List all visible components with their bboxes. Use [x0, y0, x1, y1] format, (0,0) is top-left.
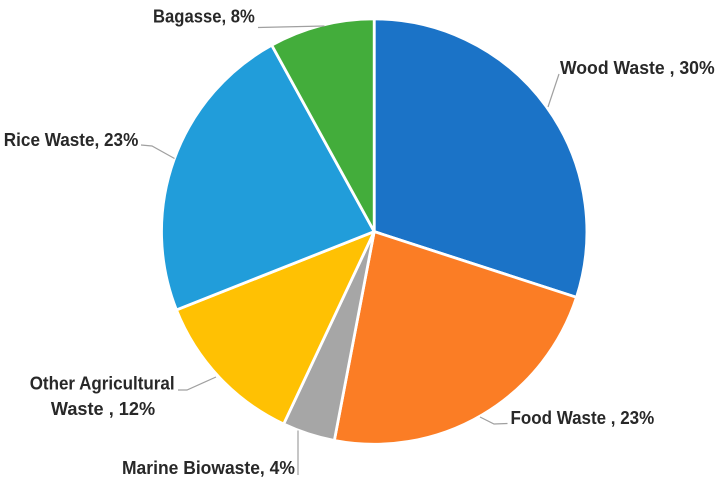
svg-text:Food Waste , 23%: Food Waste , 23%: [511, 408, 655, 428]
svg-text:Waste , 12%: Waste , 12%: [51, 399, 155, 419]
svg-text:Bagasse, 8%: Bagasse, 8%: [153, 7, 255, 27]
svg-text:Marine Biowaste, 4%: Marine Biowaste, 4%: [122, 458, 295, 478]
svg-text:Other Agricultural: Other Agricultural: [30, 374, 175, 394]
svg-text:Rice Waste, 23%: Rice Waste, 23%: [4, 130, 139, 150]
svg-text:Wood Waste , 30%: Wood Waste , 30%: [560, 58, 715, 78]
